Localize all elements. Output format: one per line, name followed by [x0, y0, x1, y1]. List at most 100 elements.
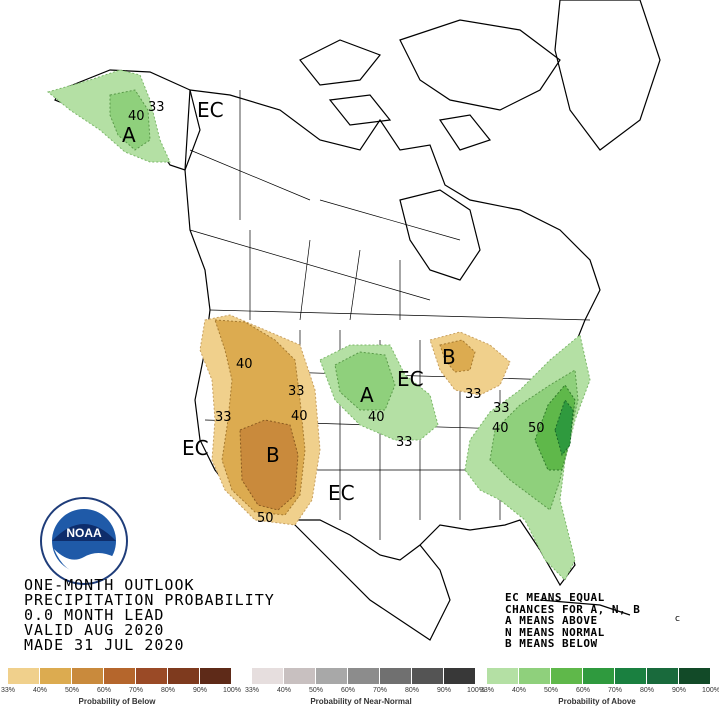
contour-label: 40: [236, 357, 253, 372]
small-c-label: c: [675, 614, 680, 624]
contour-label: 40: [128, 109, 145, 124]
scale-tick-label: 50%: [64, 687, 80, 694]
ec-legend-notes: EC MEANS EQUAL CHANCES FOR A, N, B A MEA…: [505, 592, 640, 650]
scale-tick-label: 33%: [0, 687, 16, 694]
contour-label: 33: [215, 410, 232, 425]
outlook-title-block: ONE-MONTH OUTLOOK PRECIPITATION PROBABIL…: [24, 578, 275, 653]
scale-tick-label: 40%: [276, 687, 292, 694]
west-below-50: [239, 419, 299, 511]
scale-tick-label: 50%: [543, 687, 559, 694]
scale-swatch: [316, 668, 348, 684]
ec-label-midwest: EC: [397, 367, 424, 391]
scale-swatch: [444, 668, 476, 684]
scale-tick-label: 60%: [575, 687, 591, 694]
scale-swatch: [252, 668, 284, 684]
ec-label-west: EC: [182, 436, 209, 460]
b-label-west: B: [266, 443, 280, 467]
scale-tick-label: 100%: [223, 687, 241, 694]
a-label-plains: A: [360, 383, 374, 407]
ec-label-canada: EC: [197, 98, 224, 122]
a-label-alaska: A: [122, 123, 136, 147]
contour-label: 50: [257, 511, 274, 526]
scale-swatch: [615, 668, 647, 684]
scale-tick-label: 33%: [479, 687, 495, 694]
scale-swatch: [136, 668, 168, 684]
scale-tick-label: 80%: [160, 687, 176, 694]
legend-note: A MEANS ABOVE: [505, 614, 598, 627]
alaska-above-40: [109, 89, 151, 151]
contour-label: 40: [291, 409, 308, 424]
title-line: ONE-MONTH OUTLOOK: [24, 576, 195, 594]
land-outlines: [54, 0, 661, 641]
greatlakes-below-40: [439, 339, 476, 373]
scale-tick-label: 60%: [96, 687, 112, 694]
scale-swatch: [380, 668, 412, 684]
scale-tick-label: 70%: [607, 687, 623, 694]
scale-swatch: [519, 668, 551, 684]
arctic-islands: [299, 19, 561, 151]
scale-tick-label: 33%: [244, 687, 260, 694]
scale-swatch: [104, 668, 136, 684]
east-above-60: [554, 398, 574, 457]
contour-label: 33: [148, 100, 165, 115]
scale-tick-label: 90%: [671, 687, 687, 694]
legend-note: N MEANS NORMAL: [505, 625, 605, 639]
contour-label: 50: [528, 421, 545, 436]
legend-note: EC MEANS EQUAL: [505, 591, 605, 604]
scale-tick-label: 40%: [511, 687, 527, 694]
greenland-outline: [554, 0, 661, 151]
ec-label-plains: EC: [328, 481, 355, 505]
contour-label: 40: [368, 410, 385, 425]
scale-swatch: [412, 668, 444, 684]
hudson-bay: [399, 189, 481, 281]
scale-swatch: [284, 668, 316, 684]
legend-note: B MEANS BELOW: [505, 637, 598, 650]
scale-tick-label: 90%: [192, 687, 208, 694]
noaa-logo-text: NOAA: [66, 526, 102, 540]
contour-label: 33: [288, 384, 305, 399]
scale-tick-label: 100%: [467, 687, 485, 694]
probability-shading: [46, 69, 591, 581]
scale-swatch: [647, 668, 679, 684]
scale-tick-label: 40%: [32, 687, 48, 694]
scale-tick-label: 70%: [372, 687, 388, 694]
scale-tick-label: 80%: [639, 687, 655, 694]
below-scale: [8, 668, 232, 684]
below-scale-caption: Probability of Below: [78, 697, 156, 706]
scale-swatch: [583, 668, 615, 684]
plains-above-40: [334, 351, 396, 411]
cuba-outline: [539, 599, 631, 616]
noaa-logo: NOAA: [40, 497, 128, 585]
title-line: VALID AUG 2020: [24, 621, 165, 639]
b-label-greatlakes: B: [442, 345, 456, 369]
scale-tick-label: 50%: [308, 687, 324, 694]
scale-swatch: [8, 668, 40, 684]
above-scale-caption: Probability of Above: [558, 697, 636, 706]
scale-swatch: [40, 668, 72, 684]
scale-swatch: [200, 668, 232, 684]
scale-tick-label: 70%: [128, 687, 144, 694]
scale-swatch: [551, 668, 583, 684]
scale-swatch: [348, 668, 380, 684]
title-line: MADE 31 JUL 2020: [24, 636, 185, 654]
normal-scale-caption: Probability of Near-Normal: [310, 697, 412, 706]
scale-tick-label: 60%: [340, 687, 356, 694]
normal-scale: [252, 668, 476, 684]
scale-swatch: [487, 668, 519, 684]
scale-swatch: [72, 668, 104, 684]
scale-tick-label: 100%: [702, 687, 719, 694]
alaska-above-33: [46, 69, 171, 163]
legend-note: CHANCES FOR A, N, B: [505, 602, 641, 616]
scale-tick-label: 80%: [404, 687, 420, 694]
scale-swatch: [679, 668, 711, 684]
contour-label: 33: [493, 401, 510, 416]
scale-tick-label: 90%: [436, 687, 452, 694]
contour-label: 33: [465, 387, 482, 402]
contour-label: 33: [396, 435, 413, 450]
above-scale: [487, 668, 711, 684]
title-line: 0.0 MONTH LEAD: [24, 606, 165, 624]
scale-swatch: [168, 668, 200, 684]
title-line: PRECIPITATION PROBABILITY: [24, 591, 275, 609]
